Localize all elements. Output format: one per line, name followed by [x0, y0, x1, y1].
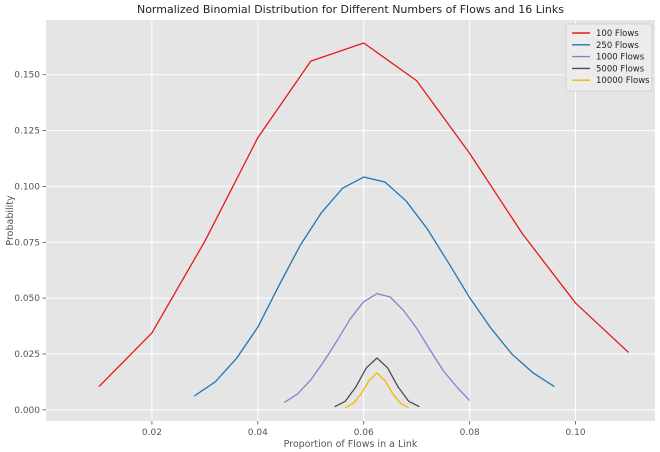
y-tick-label: 0.100 [14, 182, 40, 192]
y-tick-label: 0.150 [14, 71, 40, 81]
y-tick-label: 0.000 [14, 406, 40, 416]
legend-label: 250 Flows [596, 41, 639, 51]
x-tick-label: 0.04 [248, 428, 268, 438]
x-tick-label: 0.10 [566, 428, 586, 438]
legend-label: 100 Flows [596, 29, 639, 39]
x-axis-label: Proportion of Flows in a Link [284, 439, 418, 450]
chart-title: Normalized Binomial Distribution for Dif… [137, 3, 564, 16]
x-tick-label: 0.08 [460, 428, 480, 438]
series-line-5 [344, 372, 410, 409]
y-tick-label: 0.125 [14, 127, 40, 137]
series-line-4 [334, 357, 420, 408]
legend-label: 1000 Flows [596, 53, 645, 63]
tick-labels: 0.02 0.04 0.06 0.08 0.10 0.000 0.025 0.050 0.075… [14, 71, 586, 438]
y-axis-label: Probability [5, 195, 16, 246]
y-tick-label: 0.050 [14, 294, 40, 304]
y-tick-label: 0.025 [14, 350, 40, 360]
legend-box [565, 23, 653, 92]
x-tick-label: 0.02 [142, 428, 162, 438]
series-line-1 [98, 42, 629, 388]
plot-area [46, 20, 655, 421]
series-lines [98, 42, 629, 409]
y-tick-label: 0.075 [14, 238, 40, 248]
grid [46, 20, 655, 421]
x-tick-label: 0.06 [354, 428, 374, 438]
legend-label: 10000 Flows [596, 76, 650, 86]
series-line-2 [193, 176, 555, 397]
legend-label: 5000 Flows [596, 64, 645, 74]
series-line-3 [283, 293, 471, 404]
